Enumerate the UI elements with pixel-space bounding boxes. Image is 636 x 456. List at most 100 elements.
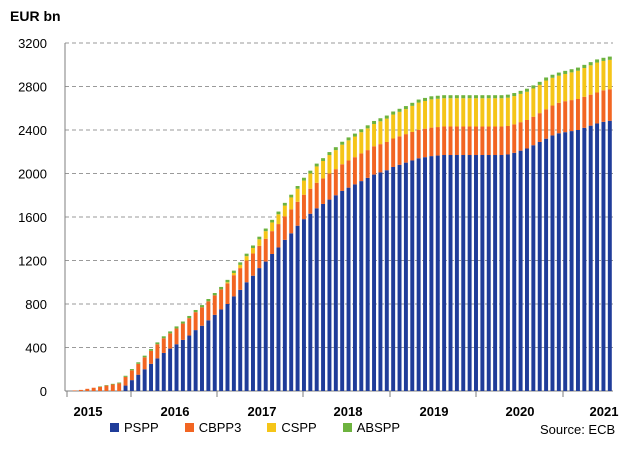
bar-pspp [518, 150, 523, 391]
bar-abspp [282, 202, 287, 206]
bar-cspp [563, 73, 568, 102]
bar-cspp [352, 136, 357, 158]
bar-cspp [282, 205, 287, 217]
bar-pspp [607, 120, 612, 391]
bar-cbpp3 [282, 216, 287, 240]
bar-abspp [180, 321, 185, 324]
bar-cbpp3 [104, 385, 109, 391]
bar-abspp [454, 95, 459, 99]
bar-cbpp3 [231, 275, 236, 297]
bar-abspp [448, 95, 453, 99]
bar-cbpp3 [117, 383, 122, 391]
bar-cspp [493, 98, 498, 127]
bar-cbpp3 [78, 389, 83, 391]
bar-cbpp3 [512, 124, 517, 153]
bar-abspp [563, 70, 568, 74]
bar-cbpp3 [384, 141, 389, 171]
bar-cbpp3 [91, 387, 96, 391]
bar-abspp [149, 349, 153, 351]
bar-cbpp3 [423, 128, 427, 158]
x-tick-label: 2018 [334, 404, 363, 419]
bar-abspp [129, 369, 134, 371]
bar-abspp [321, 158, 326, 161]
bar-abspp [537, 81, 542, 85]
bar-cbpp3 [161, 338, 166, 353]
bar-cbpp3 [174, 328, 179, 345]
bar-abspp [104, 385, 109, 386]
bar-cspp [359, 132, 364, 154]
bar-abspp [346, 137, 351, 141]
bar-cbpp3 [340, 164, 345, 191]
bar-cbpp3 [238, 268, 243, 290]
bar-pspp [505, 154, 510, 391]
bar-pspp [276, 247, 281, 391]
bar-abspp [117, 382, 122, 384]
bar-cbpp3 [308, 188, 313, 214]
bar-cbpp3 [563, 101, 568, 133]
bar-cbpp3 [378, 144, 383, 173]
bar-pspp [556, 133, 561, 391]
bar-cbpp3 [454, 126, 459, 156]
bar-pspp [301, 219, 306, 391]
bar-pspp [403, 162, 408, 392]
bar-cbpp3 [410, 131, 415, 161]
bar-pspp [327, 199, 332, 391]
bar-abspp [327, 152, 332, 156]
bar-pspp [512, 152, 517, 391]
bar-abspp [607, 56, 612, 60]
bar-pspp [314, 208, 319, 391]
bar-cbpp3 [333, 169, 338, 196]
bar-abspp [378, 118, 383, 122]
bar-cbpp3 [391, 138, 396, 167]
bar-abspp [289, 194, 294, 198]
bar-pspp [442, 155, 447, 391]
bar-cbpp3 [110, 384, 115, 391]
bar-cbpp3 [225, 283, 230, 304]
y-tick-label: 400 [25, 341, 47, 356]
bar-cbpp3 [352, 157, 357, 185]
bar-cspp [238, 264, 243, 269]
bar-abspp [569, 69, 574, 73]
bar-abspp [595, 59, 600, 63]
bar-cbpp3 [257, 245, 262, 269]
bar-cspp [378, 121, 383, 145]
bar-cspp [314, 166, 319, 183]
bar-cbpp3 [180, 323, 185, 340]
bar-cspp [556, 75, 561, 103]
bar-cbpp3 [403, 134, 408, 163]
bar-pspp [601, 121, 606, 391]
bar-cspp [384, 118, 389, 142]
bar-abspp [155, 342, 160, 345]
bar-cspp [595, 62, 600, 93]
bar-pspp [333, 195, 338, 391]
bar-cbpp3 [493, 126, 498, 156]
bar-cbpp3 [505, 125, 510, 155]
bar-cbpp3 [187, 318, 192, 336]
bar-abspp [161, 336, 166, 339]
bar-abspp [423, 97, 427, 101]
bar-cspp [480, 98, 485, 127]
bar-abspp [301, 177, 306, 181]
bar-pspp [295, 225, 300, 391]
bar-pspp [352, 184, 357, 392]
bar-cbpp3 [321, 178, 326, 204]
bar-cspp [295, 188, 300, 202]
bar-abspp [588, 62, 593, 66]
bar-pspp [244, 282, 249, 391]
bar-abspp [340, 141, 345, 145]
bar-pspp [372, 174, 377, 391]
bar-pspp [429, 156, 434, 391]
y-tick-label: 0 [40, 384, 47, 399]
bar-abspp [193, 309, 198, 313]
bar-pspp [193, 330, 198, 391]
bar-abspp [512, 93, 517, 97]
bar-abspp [467, 95, 472, 99]
bar-abspp [575, 67, 580, 71]
bar-cbpp3 [359, 153, 364, 182]
bar-pspp [588, 125, 593, 392]
bar-cbpp3 [206, 301, 211, 321]
bar-abspp [168, 331, 173, 334]
bar-abspp [499, 95, 504, 99]
bar-pspp [346, 187, 351, 391]
bar-cspp [442, 98, 447, 127]
